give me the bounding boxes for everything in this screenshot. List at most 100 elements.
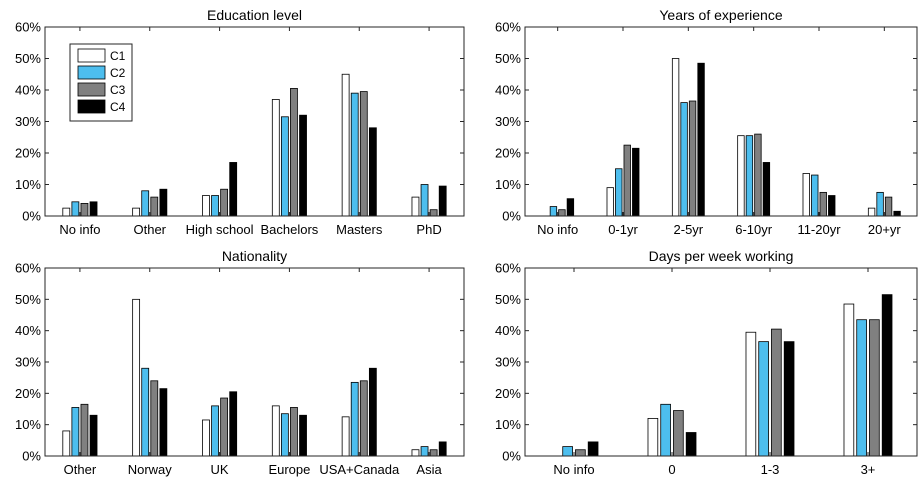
bar-c3-0	[80, 403, 89, 457]
bar-c4-0	[89, 414, 98, 457]
bar-c1-4	[802, 173, 810, 217]
bar-c2-5	[876, 191, 884, 217]
bar-c2-0	[549, 206, 558, 217]
bar-c3-5	[429, 209, 438, 217]
bar-c4-3	[299, 114, 307, 217]
y-tick-label: 20%	[495, 146, 521, 161]
x-tick-label: 3+	[861, 462, 876, 477]
chart-panel-1: Education level 0% 10% 20% 30% 40% 50% 60% No in…	[15, 7, 465, 237]
x-tick-label: Bachelors	[261, 222, 319, 237]
y-tick-label: 30%	[15, 114, 41, 129]
y-tick-label: 50%	[495, 51, 521, 66]
bar-c4-1	[685, 432, 697, 457]
bar-c1-2	[671, 58, 680, 217]
bar-c1-0	[62, 207, 71, 217]
bar-c1-1	[132, 298, 141, 457]
bar-c4-2	[229, 162, 238, 217]
x-tick-label: 2-5yr	[674, 222, 704, 237]
legend-label-c4: C4	[110, 100, 126, 114]
y-tick-label: 0%	[22, 449, 41, 464]
x-tick-label: UK	[211, 462, 229, 477]
x-tick-label: High school	[186, 222, 254, 237]
bar-c4-4	[368, 127, 377, 217]
bar-c3-4	[819, 191, 827, 217]
bar-c2-2	[211, 195, 219, 217]
y-tick-label: 0%	[502, 449, 521, 464]
bar-c1-0	[62, 430, 71, 457]
bar-c4-5	[893, 210, 901, 217]
bar-c3-5	[429, 449, 438, 457]
bar-c4-3	[299, 414, 307, 457]
bar-c4-1	[632, 147, 640, 217]
axes-box	[44, 26, 465, 217]
legend-swatch-c1	[77, 48, 106, 63]
bar-c4-3	[881, 294, 893, 457]
bar-c4-1	[159, 388, 168, 457]
bar-c3-1	[623, 144, 631, 217]
bar-c1-3	[737, 135, 745, 217]
x-tick-label: Europe	[268, 462, 310, 477]
y-tick-label: 50%	[15, 51, 41, 66]
bar-c4-2	[697, 62, 705, 217]
bar-c2-5	[420, 184, 429, 217]
bar-c1-3	[843, 303, 855, 457]
y-tick-label: 60%	[495, 20, 521, 35]
x-tick-label: No info	[553, 462, 594, 477]
x-tick-label: 20+yr	[868, 222, 902, 237]
bar-c2-2	[211, 405, 219, 457]
bar-c2-1	[660, 403, 671, 457]
y-tick-label: 40%	[495, 83, 521, 98]
bar-c4-4	[368, 367, 377, 457]
x-tick-label: Asia	[416, 462, 442, 477]
bar-c4-2	[229, 391, 238, 457]
bar-c3-4	[359, 91, 368, 217]
bar-c2-0	[71, 407, 80, 457]
y-tick-label: 20%	[495, 386, 521, 401]
y-tick-label: 10%	[495, 417, 521, 432]
y-tick-label: 60%	[495, 261, 521, 276]
bar-c3-3	[290, 407, 298, 457]
legend-label-c3: C3	[110, 83, 126, 97]
bar-c2-1	[141, 367, 150, 457]
x-tick-label: PhD	[416, 222, 441, 237]
bar-c2-1	[615, 168, 623, 217]
y-tick-label: 30%	[495, 355, 521, 370]
y-tick-label: 50%	[15, 292, 41, 307]
bar-c1-4	[341, 416, 350, 457]
bar-c1-2	[202, 419, 210, 457]
legend-swatch-c3	[77, 82, 106, 97]
bar-c3-0	[80, 202, 89, 217]
y-tick-label: 40%	[495, 323, 521, 338]
x-tick-label: 0	[668, 462, 675, 477]
bar-c1-1	[132, 207, 141, 217]
chart-title: Days per week working	[649, 248, 794, 264]
bar-c2-2	[758, 341, 769, 457]
x-tick-label: USA+Canada	[319, 462, 400, 477]
y-tick-label: 10%	[15, 417, 41, 432]
bar-c4-1	[159, 188, 168, 217]
bar-c3-5	[884, 196, 893, 217]
legend-swatch-c4	[77, 99, 106, 114]
bar-c2-0	[71, 201, 80, 217]
bar-c4-0	[566, 198, 575, 217]
bar-c3-2	[220, 397, 229, 457]
y-tick-label: 10%	[495, 177, 521, 192]
bar-c3-2	[220, 188, 229, 217]
x-tick-label: 11-20yr	[797, 222, 841, 237]
bar-c1-3	[271, 99, 280, 217]
bar-c4-2	[783, 341, 795, 457]
axes-box	[524, 267, 918, 457]
y-tick-label: 30%	[15, 355, 41, 370]
x-tick-label: No info	[59, 222, 100, 237]
bar-c2-1	[141, 190, 150, 217]
bar-c2-3	[856, 319, 867, 457]
bar-c1-2	[745, 331, 757, 457]
bar-c3-3	[754, 133, 762, 217]
axes-box	[44, 267, 465, 457]
x-tick-label: 6-10yr	[735, 222, 773, 237]
y-tick-label: 50%	[495, 292, 521, 307]
y-tick-label: 60%	[15, 261, 41, 276]
bar-c3-3	[290, 88, 298, 217]
x-tick-label: Other	[64, 462, 97, 477]
chart-title: Education level	[207, 7, 302, 23]
